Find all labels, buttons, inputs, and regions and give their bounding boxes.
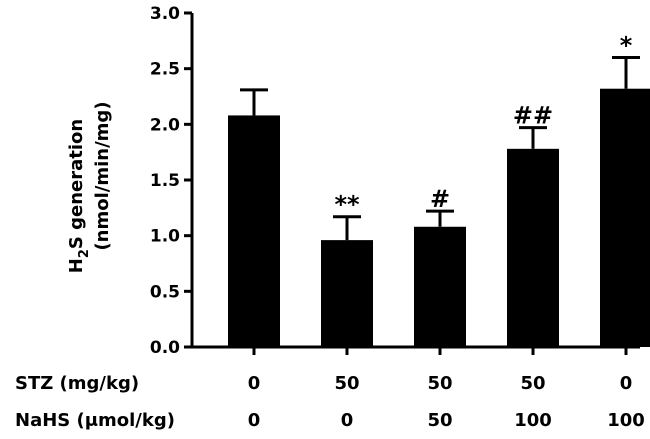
y-tick-label: 3.0 — [150, 4, 180, 24]
condition-value: 0 — [620, 373, 633, 394]
condition-row-label: STZ (mg/kg) — [15, 373, 139, 394]
condition-value: 100 — [514, 410, 552, 431]
y-tick-label: 0.5 — [150, 282, 180, 302]
axes: 0.0 0.5 1.0 1.5 2.0 2.5 3.0 — [150, 4, 640, 358]
y-tick-label: 1.5 — [150, 171, 180, 191]
y-axis-label-line2: (nmol/min/mg) — [92, 101, 113, 250]
significance-label: * — [620, 32, 633, 60]
condition-row-label: NaHS (μmol/kg) — [15, 410, 175, 431]
bar — [228, 115, 280, 347]
condition-value: 50 — [334, 373, 359, 394]
significance-label: ** — [334, 191, 360, 219]
significance-label: ## — [513, 102, 553, 130]
condition-value: 0 — [248, 373, 261, 394]
bars-group: ** ###* — [228, 32, 650, 347]
y-axis-label-line1: H2S generation — [66, 119, 92, 273]
condition-value: 0 — [341, 410, 354, 431]
bar — [600, 88, 650, 347]
y-label-part-h: H — [66, 258, 87, 273]
y-tick-label: 1.0 — [150, 227, 180, 247]
condition-rows: STZ (mg/kg) 0 50 50 50 0 NaHS (μmol/kg) 0 0 50 100… — [15, 373, 645, 431]
y-tick-label: 2.5 — [150, 60, 180, 80]
bar — [507, 148, 559, 347]
significance-label: # — [430, 185, 450, 213]
condition-value: 50 — [520, 373, 545, 394]
condition-value: 50 — [427, 373, 452, 394]
condition-value: 0 — [248, 410, 261, 431]
y-tick-label: 0.0 — [150, 338, 180, 358]
bar — [414, 226, 466, 347]
condition-value: 50 — [427, 410, 452, 431]
y-tick-label: 2.0 — [150, 115, 180, 135]
bar — [321, 240, 373, 347]
y-axis-label: H2S generation (nmol/min/mg) — [66, 101, 113, 273]
y-label-part-rest: S generation — [66, 119, 87, 249]
condition-value: 100 — [607, 410, 645, 431]
y-label-subscript: 2 — [77, 249, 92, 258]
